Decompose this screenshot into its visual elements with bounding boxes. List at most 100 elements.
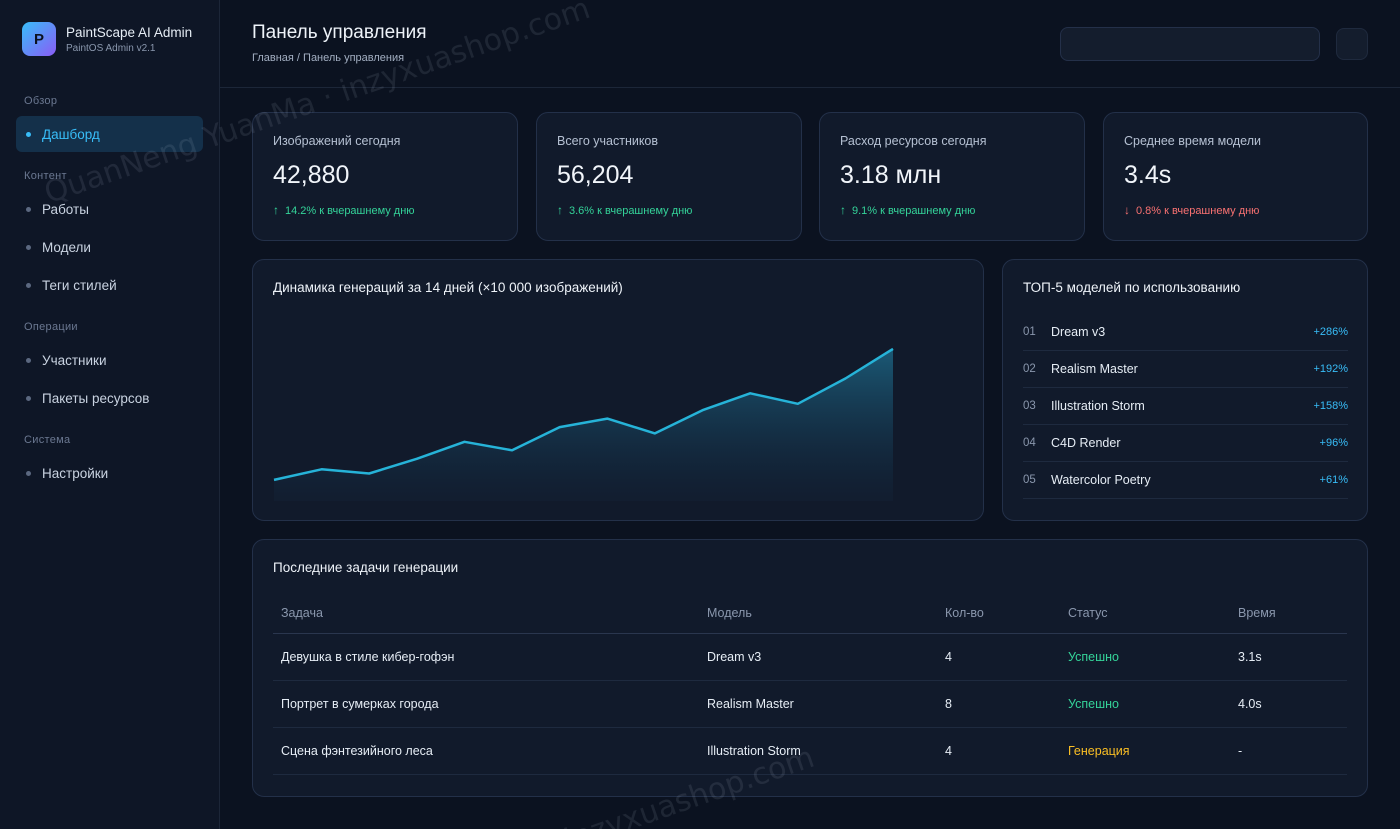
stat-label: Всего участников [557, 134, 659, 148]
nav-dot-icon [26, 282, 31, 288]
sidebar-item-works[interactable]: Работы [16, 191, 203, 227]
sidebar-item-label: Модели [42, 239, 91, 255]
table-header-row: Задача Модель Кол-во Статус Время [273, 592, 1347, 634]
top-models-card: ТОП-5 моделей по использованию 01 Dream … [1002, 259, 1368, 521]
sidebar-item-dashboard[interactable]: Дашборд [16, 116, 203, 152]
task-name: Портрет в сумерках города [281, 697, 439, 711]
task-name: Девушка в стиле кибер-гофэн [281, 650, 455, 664]
model-change: +96% [1319, 437, 1348, 449]
header: Панель управления Главная / Панель управ… [220, 0, 1400, 88]
search-input[interactable] [1060, 27, 1320, 61]
stat-card-total-members: Всего участников 56,204 ↑ 3.6% к вчерашне… [536, 112, 802, 241]
model-rank: 05 [1023, 474, 1036, 486]
model-change: +286% [1313, 326, 1348, 338]
task-model: Dream v3 [707, 650, 762, 664]
stat-label: Среднее время модели [1124, 134, 1261, 148]
list-item[interactable]: 03 Illustration Storm +158% [1023, 388, 1348, 425]
sidebar-item-members[interactable]: Участники [16, 342, 203, 378]
nav-dot-icon [26, 470, 31, 476]
task-name: Сцена фэнтезийного леса [281, 744, 433, 758]
column-header-time[interactable]: Время [1238, 605, 1276, 620]
recent-tasks-card: Последние задачи генерации Задача Модель… [252, 539, 1368, 797]
list-item[interactable]: 04 C4D Render +96% [1023, 425, 1348, 462]
stat-value: 56,204 [557, 161, 634, 189]
task-count: 4 [945, 650, 952, 664]
nav-section-content: Контент [24, 170, 67, 182]
nav-section-system: Система [24, 434, 71, 446]
task-count: 8 [945, 697, 952, 711]
model-name: Illustration Storm [1051, 399, 1145, 413]
table-row[interactable]: Портрет в сумерках города Realism Master… [273, 681, 1347, 728]
stat-value: 42,880 [273, 161, 350, 189]
arrow-down-icon: ↓ [1124, 203, 1130, 217]
arrow-up-icon: ↑ [273, 203, 279, 217]
column-header-task[interactable]: Задача [281, 605, 323, 620]
stat-card-resource-usage: Расход ресурсов сегодня 3.18 млн ↑ 9.1% к… [819, 112, 1085, 241]
sidebar-item-label: Пакеты ресурсов [42, 390, 150, 406]
chart-card: Динамика генераций за 14 дней (×10 000 и… [252, 259, 984, 521]
sidebar-item-label: Дашборд [42, 126, 100, 142]
task-model: Illustration Storm [707, 744, 801, 758]
model-rank: 04 [1023, 437, 1036, 449]
stat-change: ↑ 9.1% к вчерашнему дню [840, 203, 976, 217]
model-change: +61% [1319, 474, 1348, 486]
model-change: +158% [1313, 400, 1348, 412]
page-title: Панель управления [252, 22, 427, 43]
tasks-table: Задача Модель Кол-во Статус Время Девушк… [273, 592, 1347, 775]
stat-change: ↓ 0.8% к вчерашнему дню [1124, 203, 1260, 217]
chart-title: Динамика генераций за 14 дней (×10 000 и… [273, 280, 623, 295]
model-change: +192% [1313, 363, 1348, 375]
nav-dot-icon [26, 206, 31, 212]
sidebar: P PaintScape AI Admin PaintOS Admin v2.1… [0, 0, 220, 829]
brand[interactable]: P PaintScape AI Admin PaintOS Admin v2.1 [22, 22, 192, 56]
status-badge: Успешно [1068, 650, 1119, 664]
sidebar-item-models[interactable]: Модели [16, 229, 203, 265]
task-count: 4 [945, 744, 952, 758]
list-item[interactable]: 02 Realism Master +192% [1023, 351, 1348, 388]
column-header-status[interactable]: Статус [1068, 605, 1108, 620]
list-item[interactable]: 01 Dream v3 +286% [1023, 314, 1348, 351]
nav-section-operations: Операции [24, 321, 78, 333]
top-models-title: ТОП-5 моделей по использованию [1023, 280, 1241, 295]
task-model: Realism Master [707, 697, 794, 711]
arrow-up-icon: ↑ [840, 203, 846, 217]
model-name: Dream v3 [1051, 325, 1106, 339]
column-header-count[interactable]: Кол-во [945, 605, 984, 620]
brand-version: PaintOS Admin v2.1 [66, 42, 156, 54]
table-row[interactable]: Девушка в стиле кибер-гофэн Dream v3 4 У… [273, 634, 1347, 681]
model-name: Watercolor Poetry [1051, 473, 1151, 487]
breadcrumb[interactable]: Главная / Панель управления [252, 52, 405, 64]
model-rank: 03 [1023, 400, 1036, 412]
sidebar-item-settings[interactable]: Настройки [16, 455, 203, 491]
nav-dot-icon [26, 357, 31, 363]
recent-tasks-title: Последние задачи генерации [273, 560, 459, 575]
chart-series-line [273, 347, 894, 482]
status-badge: Генерация [1068, 744, 1130, 758]
stat-value: 3.4s [1124, 161, 1172, 189]
sidebar-item-resource-packs[interactable]: Пакеты ресурсов [16, 380, 203, 416]
list-item[interactable]: 05 Watercolor Poetry +61% [1023, 462, 1348, 499]
sidebar-item-label: Теги стилей [42, 277, 117, 293]
stat-label: Изображений сегодня [273, 134, 401, 148]
chart-area-fill [274, 348, 893, 501]
model-name: Realism Master [1051, 362, 1138, 376]
column-header-model[interactable]: Модель [707, 605, 752, 620]
model-name: C4D Render [1051, 436, 1121, 450]
notification-button[interactable] [1336, 28, 1368, 60]
sidebar-item-label: Настройки [42, 465, 109, 481]
stat-card-images-today: Изображений сегодня 42,880 ↑ 14.2% к вчер… [252, 112, 518, 241]
stat-value: 3.18 млн [840, 161, 942, 189]
nav-dot-icon [26, 131, 31, 137]
model-rank: 01 [1023, 326, 1036, 338]
sidebar-item-style-tags[interactable]: Теги стилей [16, 267, 203, 303]
model-rank: 02 [1023, 363, 1036, 375]
arrow-up-icon: ↑ [557, 203, 563, 217]
table-row[interactable]: Сцена фэнтезийного леса Illustration Sto… [273, 728, 1347, 775]
brand-name: PaintScape AI Admin [66, 24, 193, 40]
stat-card-avg-model-time: Среднее время модели 3.4s ↓ 0.8% к вчераш… [1103, 112, 1368, 241]
nav-dot-icon [26, 395, 31, 401]
nav-dot-icon [26, 244, 31, 250]
brand-logo: P [22, 22, 56, 56]
sidebar-item-label: Участники [42, 352, 107, 368]
task-time: 3.1s [1238, 650, 1262, 664]
